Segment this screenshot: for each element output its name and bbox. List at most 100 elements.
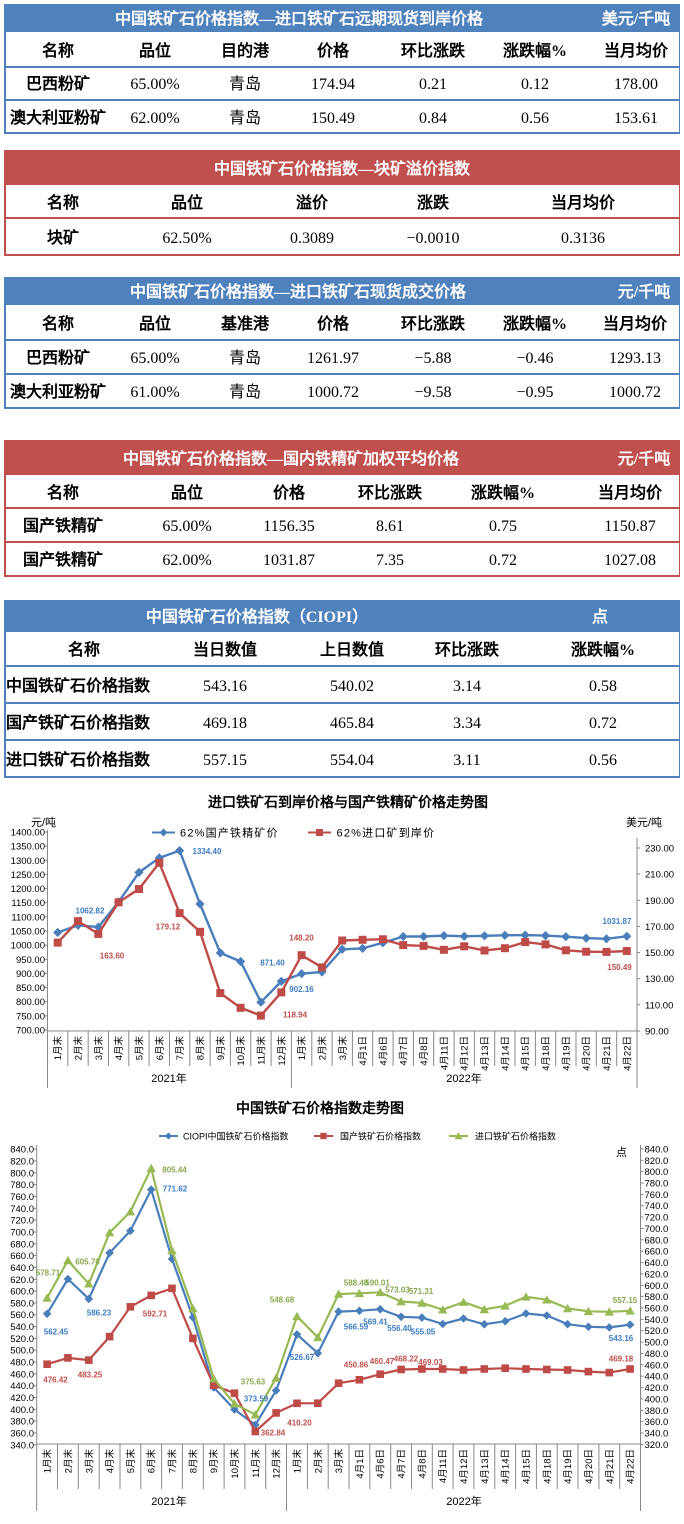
svg-text:555.05: 555.05 (411, 1328, 436, 1337)
svg-text:640.0: 640.0 (10, 1263, 34, 1274)
svg-text:600.0: 600.0 (645, 1281, 669, 1292)
svg-text:1月末: 1月末 (296, 1036, 308, 1061)
svg-text:380.0: 380.0 (10, 1417, 34, 1428)
svg-text:760.0: 760.0 (645, 1190, 669, 1201)
svg-text:元/吨: 元/吨 (31, 816, 56, 829)
svg-text:7月末: 7月末 (174, 1036, 186, 1061)
svg-text:5月末: 5月末 (125, 1449, 137, 1474)
svg-text:8月末: 8月末 (187, 1449, 199, 1474)
svg-text:543.16: 543.16 (609, 1334, 634, 1343)
svg-text:560.0: 560.0 (645, 1304, 669, 1315)
svg-text:340.0: 340.0 (10, 1440, 34, 1451)
svg-text:2021年: 2021年 (151, 1494, 186, 1508)
svg-text:586.23: 586.23 (87, 1309, 112, 1318)
svg-text:560.0: 560.0 (10, 1310, 34, 1321)
svg-text:566.59: 566.59 (344, 1323, 369, 1332)
svg-text:468.22: 468.22 (394, 1355, 419, 1364)
svg-text:480.0: 480.0 (10, 1358, 34, 1369)
svg-text:500.0: 500.0 (645, 1338, 669, 1349)
svg-text:483.25: 483.25 (78, 1371, 103, 1380)
svg-text:2022年: 2022年 (446, 1071, 481, 1085)
svg-text:700.00: 700.00 (16, 1026, 45, 1037)
svg-text:11月末: 11月末 (250, 1449, 262, 1478)
svg-text:4月6日: 4月6日 (378, 1036, 389, 1066)
svg-text:410.20: 410.20 (287, 1419, 312, 1428)
svg-text:800.0: 800.0 (645, 1167, 669, 1178)
svg-text:902.16: 902.16 (289, 985, 314, 994)
svg-text:720.0: 720.0 (645, 1213, 669, 1224)
svg-text:840.0: 840.0 (645, 1144, 669, 1155)
svg-text:1000.00: 1000.00 (11, 941, 45, 952)
svg-text:660.0: 660.0 (645, 1247, 669, 1258)
svg-text:578.71: 578.71 (36, 1269, 61, 1278)
svg-text:520.0: 520.0 (10, 1334, 34, 1345)
svg-text:460.0: 460.0 (10, 1369, 34, 1380)
svg-text:469.18: 469.18 (609, 1355, 634, 1364)
svg-text:562.45: 562.45 (44, 1328, 69, 1337)
svg-text:4月15日: 4月15日 (522, 1449, 533, 1484)
svg-text:3月末: 3月末 (93, 1036, 105, 1061)
svg-text:440.0: 440.0 (645, 1372, 669, 1383)
svg-text:美元/吨: 美元/吨 (626, 816, 662, 829)
svg-text:460.0: 460.0 (645, 1360, 669, 1371)
svg-text:2月末: 2月末 (312, 1449, 324, 1474)
svg-text:中国铁矿石价格指数走势图: 中国铁矿石价格指数走势图 (236, 1100, 404, 1116)
svg-text:2021年: 2021年 (151, 1071, 186, 1085)
svg-text:375.63: 375.63 (241, 1378, 266, 1387)
svg-text:150.49: 150.49 (607, 963, 632, 972)
svg-text:1334.40: 1334.40 (193, 847, 222, 856)
svg-text:840.0: 840.0 (10, 1145, 34, 1156)
svg-text:500.0: 500.0 (10, 1346, 34, 1357)
svg-text:进口铁矿石到岸价格与国产铁精矿价格走势图: 进口铁矿石到岸价格与国产铁精矿价格走势图 (208, 794, 488, 810)
svg-text:871.40: 871.40 (260, 959, 285, 968)
svg-text:640.0: 640.0 (645, 1258, 669, 1269)
svg-text:170.00: 170.00 (645, 922, 674, 933)
svg-text:4月13日: 4月13日 (480, 1036, 491, 1071)
svg-text:569.41: 569.41 (363, 1318, 388, 1327)
svg-text:4月19日: 4月19日 (563, 1449, 574, 1484)
svg-text:62%进口矿到岸价: 62%进口矿到岸价 (337, 827, 436, 840)
svg-text:740.0: 740.0 (645, 1201, 669, 1212)
svg-text:9月末: 9月末 (215, 1036, 227, 1061)
svg-text:5月末: 5月末 (134, 1036, 146, 1061)
svg-text:4月12日: 4月12日 (460, 1036, 471, 1071)
svg-text:11月末: 11月末 (255, 1036, 267, 1065)
svg-text:605.70: 605.70 (75, 1258, 100, 1267)
svg-text:600.0: 600.0 (10, 1287, 34, 1298)
svg-text:1200.00: 1200.00 (11, 884, 45, 895)
svg-text:4月18日: 4月18日 (542, 1449, 553, 1484)
svg-text:12月末: 12月末 (276, 1036, 288, 1066)
svg-text:进口铁矿石价格指数: 进口铁矿石价格指数 (475, 1131, 556, 1142)
svg-text:4月1日: 4月1日 (358, 1036, 369, 1066)
svg-text:476.42: 476.42 (43, 1376, 68, 1385)
svg-text:850.00: 850.00 (16, 983, 45, 994)
svg-text:1月末: 1月末 (292, 1449, 304, 1474)
svg-text:480.0: 480.0 (645, 1349, 669, 1360)
svg-text:2022年: 2022年 (446, 1494, 481, 1508)
svg-text:148.20: 148.20 (289, 934, 314, 943)
svg-text:660.0: 660.0 (10, 1251, 34, 1262)
svg-text:580.0: 580.0 (10, 1298, 34, 1309)
svg-text:3月末: 3月末 (333, 1449, 345, 1474)
svg-text:573.03: 573.03 (385, 1286, 410, 1295)
svg-text:362.84: 362.84 (261, 1429, 286, 1438)
svg-text:320.0: 320.0 (645, 1440, 669, 1451)
svg-text:771.62: 771.62 (163, 1185, 188, 1194)
svg-text:720.0: 720.0 (10, 1216, 34, 1227)
svg-text:760.0: 760.0 (10, 1192, 34, 1203)
svg-text:4月7日: 4月7日 (397, 1449, 408, 1479)
svg-text:150.00: 150.00 (645, 948, 674, 959)
svg-text:4月14日: 4月14日 (501, 1449, 512, 1484)
svg-text:400.0: 400.0 (10, 1405, 34, 1416)
svg-text:130.00: 130.00 (645, 974, 674, 985)
svg-text:110.00: 110.00 (645, 1000, 673, 1011)
svg-text:4月11日: 4月11日 (438, 1449, 449, 1483)
svg-text:450.86: 450.86 (344, 1361, 369, 1370)
svg-text:6月末: 6月末 (146, 1449, 158, 1474)
svg-text:10月末: 10月末 (235, 1036, 247, 1066)
svg-text:820.0: 820.0 (10, 1157, 34, 1168)
svg-text:700.0: 700.0 (645, 1224, 669, 1235)
svg-text:557.15: 557.15 (613, 1296, 638, 1305)
svg-text:1月末: 1月末 (52, 1036, 64, 1061)
svg-text:190.00: 190.00 (645, 896, 674, 907)
